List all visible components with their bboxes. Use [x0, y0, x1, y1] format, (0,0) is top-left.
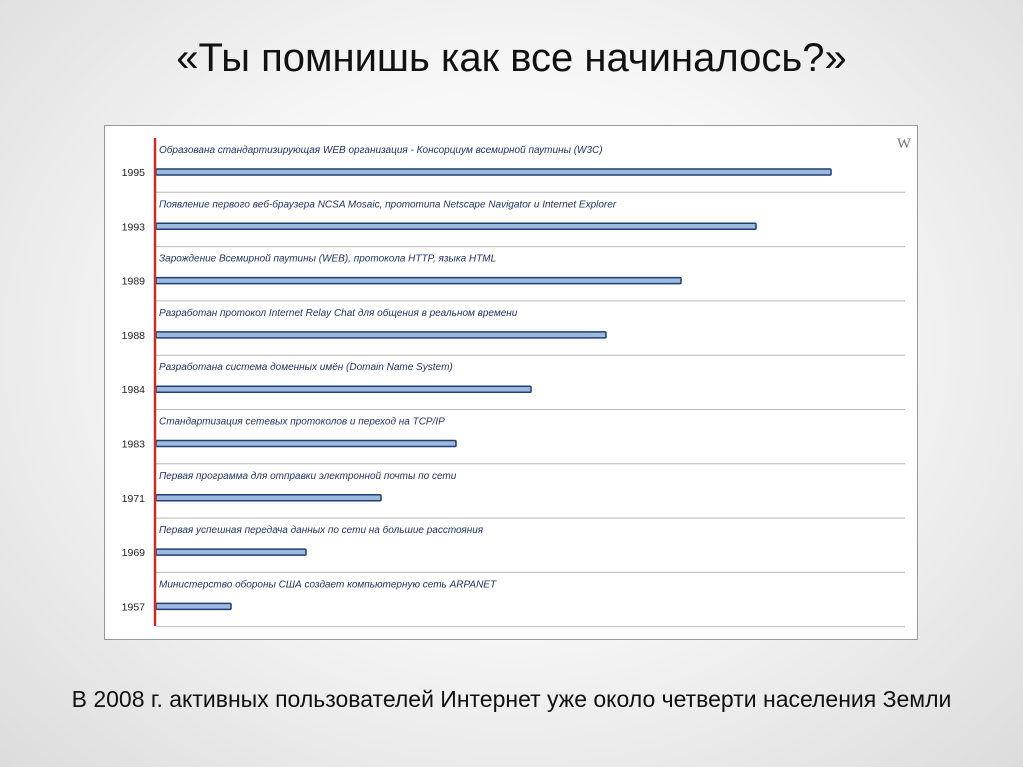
wikipedia-watermark-icon: W: [897, 136, 912, 152]
year-label: 1984: [122, 384, 146, 396]
timeline-bar: [155, 439, 457, 448]
timeline-chart: 1995 Образована стандартизирующая WEB орг…: [104, 125, 918, 640]
year-label: 1988: [122, 330, 146, 342]
timeline-bar: [155, 548, 307, 556]
event-label: Зарождение Всемирной паутины (WEB), прот…: [159, 254, 496, 265]
timeline-bar: [155, 385, 532, 393]
event-label: Разработан протокол Internet Relay Chat …: [159, 307, 518, 319]
timeline-bar: [155, 276, 682, 285]
footer-caption: В 2008 г. активных пользователей Интерне…: [71, 686, 952, 712]
timeline-bar: [155, 168, 832, 176]
event-label: Появление первого веб-браузера NCSA Mosa…: [159, 198, 617, 210]
year-label: 1971: [122, 493, 146, 505]
timeline-chart-svg: 1995 Образована стандартизирующая WEB орг…: [122, 136, 912, 628]
event-label: Министерство обороны США создает компьют…: [159, 578, 497, 590]
year-label: 1989: [122, 276, 146, 288]
year-label: 1995: [122, 167, 146, 179]
event-label: Первая успешная передача данных по сети …: [159, 524, 484, 536]
event-label: Стандартизация сетевых протоколов и пере…: [159, 417, 445, 428]
timeline-bar: [155, 222, 757, 231]
slide-title: «Ты помнишь как все начиналось?»: [176, 36, 847, 80]
year-label: 1969: [122, 547, 146, 559]
year-label: 1957: [122, 601, 146, 613]
timeline-bar: [155, 494, 382, 502]
event-label: Разработана система доменных имён (Domai…: [159, 361, 453, 373]
event-label: Образована стандартизирующая WEB организ…: [159, 144, 603, 156]
timeline-bar: [155, 602, 232, 611]
year-label: 1983: [122, 439, 146, 451]
year-label: 1993: [122, 221, 146, 233]
timeline-bar: [155, 331, 607, 339]
event-label: Первая программа для отправки электронно…: [159, 471, 457, 482]
